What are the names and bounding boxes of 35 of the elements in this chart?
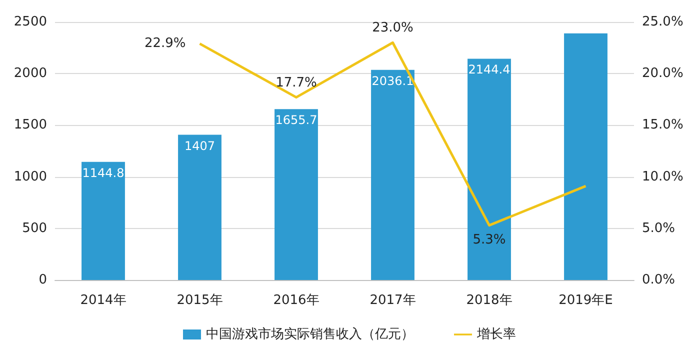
x-tick-label: 2014年 <box>80 293 126 308</box>
data-label: 1144.8 <box>82 166 124 180</box>
bar <box>371 70 414 280</box>
y-tick-label: 1000 <box>14 169 47 184</box>
x-tick-label: 2018年 <box>466 293 512 308</box>
data-label: 2036.1 <box>372 74 414 88</box>
bar <box>564 33 608 280</box>
y2-tick-label: 5.0% <box>642 220 676 236</box>
y2-tick-label: 10.0% <box>642 169 684 184</box>
y-tick-label: 2000 <box>14 66 47 82</box>
x-tick-label: 2019年E <box>558 293 613 308</box>
y2-tick-label: 0.0% <box>642 272 676 288</box>
data-label: 22.9% <box>144 36 186 52</box>
legend-label: 增长率 <box>476 326 516 342</box>
data-label: 5.3% <box>472 232 506 248</box>
x-tick-label: 2017年 <box>370 293 416 308</box>
y-tick-label: 0 <box>38 272 47 288</box>
y2-tick-label: 15.0% <box>642 118 684 133</box>
x-tick-label: 2016年 <box>273 293 320 308</box>
bar <box>82 162 125 280</box>
legend-label: 中国游戏市场实际销售收入（亿元） <box>206 327 414 342</box>
bar <box>468 58 511 280</box>
y-tick-label: 500 <box>22 220 47 236</box>
data-label: 23.0% <box>372 20 414 36</box>
y-tick-label: 2500 <box>14 14 47 30</box>
y-tick-label: 1500 <box>14 118 47 133</box>
y2-tick-label: 25.0% <box>642 14 684 30</box>
data-label: 1655.7 <box>275 113 318 128</box>
data-label: 2144.4 <box>468 62 510 77</box>
data-label: 17.7% <box>276 75 317 90</box>
data-label: 1407 <box>184 138 216 153</box>
y2-tick-label: 20.0% <box>642 66 684 82</box>
bar <box>274 109 318 280</box>
bar <box>178 134 222 280</box>
x-tick-label: 2015年 <box>176 293 223 308</box>
